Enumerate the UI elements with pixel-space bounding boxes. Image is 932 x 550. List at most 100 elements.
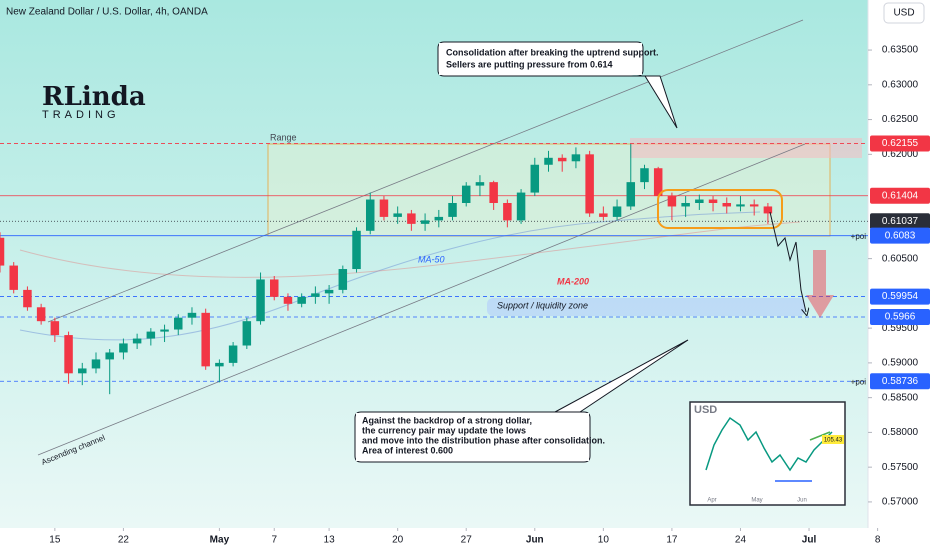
candle-body <box>174 317 183 330</box>
channel-upper <box>47 19 804 323</box>
candle-body <box>324 289 334 294</box>
levels: +poi +poi <box>0 143 868 386</box>
candle-body <box>557 157 567 162</box>
callout-top-fill <box>439 43 642 75</box>
candle-body <box>461 185 471 203</box>
callout-top-line: Sellers are putting pressure from 0.614 <box>446 59 613 69</box>
candle-body <box>420 220 430 224</box>
y-tick-label: 0.60500 <box>882 253 919 264</box>
x-tick-label: Jul <box>802 535 817 546</box>
candle-body <box>544 157 553 165</box>
time-axis <box>0 528 868 550</box>
candle-body <box>640 168 649 183</box>
price-label-bg <box>870 187 930 204</box>
x-tick-label: 20 <box>392 535 404 546</box>
candle-body <box>585 154 594 214</box>
candle-body <box>338 269 348 290</box>
candles <box>0 143 773 395</box>
x-tick-label: 27 <box>461 535 473 546</box>
candle-body <box>187 312 197 318</box>
price-axis <box>868 0 932 550</box>
candle-body <box>516 192 526 221</box>
chart-title: New Zealand Dollar / U.S. Dollar, 4h, OA… <box>6 7 208 18</box>
candle-body <box>407 213 416 224</box>
y-tick-label: 0.62500 <box>882 114 919 125</box>
y-tick-label: 0.63500 <box>882 45 919 56</box>
candle-body <box>489 182 498 203</box>
callout-bottom-line: the currency pair may update the lows <box>362 425 526 435</box>
candle-body <box>0 237 5 266</box>
range-label: Range <box>270 132 297 142</box>
candle-body <box>201 312 210 367</box>
candle-body <box>365 199 375 231</box>
price-label-bg <box>870 309 930 326</box>
candle-body <box>653 168 663 197</box>
price-label-bg <box>870 213 930 230</box>
candle-body <box>269 279 279 297</box>
price-label: 0.5966 <box>885 312 916 323</box>
candle-body <box>736 204 745 207</box>
x-tick-label: 13 <box>324 535 336 546</box>
inset-month: May <box>751 498 762 504</box>
candle-body <box>91 359 101 369</box>
logo-sub: TRADING <box>42 109 120 121</box>
candle-body <box>9 265 18 290</box>
currency-button-label[interactable]: USD <box>893 8 914 19</box>
resistance-zone <box>630 138 862 158</box>
x-tick-label: 8 <box>875 535 881 546</box>
price-label-bg <box>870 227 930 244</box>
candle-body <box>448 202 457 217</box>
price-label: 0.62155 <box>882 138 919 149</box>
inset-arrow <box>809 431 831 441</box>
candle-body <box>626 182 636 207</box>
callout-bottom-line: Against the backdrop of a strong dollar, <box>362 415 532 425</box>
ma50-line <box>19 211 761 341</box>
callout-bottom-line: Area of interest 0.600 <box>362 445 453 455</box>
level-tag: +poi <box>851 232 867 241</box>
candle-body <box>160 329 169 332</box>
candle-body <box>379 199 389 217</box>
candle-body <box>311 293 320 297</box>
candle-body <box>475 182 485 186</box>
down-arrow <box>806 250 834 318</box>
y-tick-label: 0.62000 <box>882 149 919 160</box>
callout-bottom-line: and move into the distribution phase aft… <box>362 435 605 445</box>
x-tick-label: 17 <box>666 535 678 546</box>
candle-body <box>503 202 512 221</box>
callout-top-line: Consolidation after breaking the uptrend… <box>446 47 659 57</box>
price-label: 0.6083 <box>885 230 916 241</box>
candle-body <box>612 206 622 217</box>
candle-body <box>667 196 677 207</box>
candle-body <box>352 230 361 270</box>
inset-price-bg <box>822 435 844 444</box>
candle-body <box>119 343 128 353</box>
candle-body <box>599 213 608 217</box>
y-tick-label: 0.58500 <box>882 392 919 403</box>
candle-body <box>215 362 224 367</box>
y-tick-label: 0.57000 <box>882 497 919 508</box>
candle-body <box>695 199 704 203</box>
inset-price: 105.43 <box>824 438 843 444</box>
candle-body <box>64 335 73 374</box>
x-tick-label: May <box>210 535 230 546</box>
consolidation-box <box>657 189 783 229</box>
currency-button[interactable] <box>883 2 925 24</box>
support-zone <box>487 298 805 316</box>
callout-bottom-fill <box>356 413 589 461</box>
candle-body <box>571 154 581 162</box>
x-tick-label: 15 <box>49 535 61 546</box>
price-label: 0.58736 <box>882 376 919 387</box>
candle-body <box>297 296 306 304</box>
y-tick-label: 0.63000 <box>882 79 919 90</box>
y-tick-label: 0.59000 <box>882 358 919 369</box>
x-tick-label: Jun <box>526 535 544 546</box>
candle-body <box>36 307 46 322</box>
inset-title: USD <box>694 404 717 416</box>
candle-body <box>132 338 142 344</box>
candle-body <box>763 206 773 214</box>
candle-body <box>722 202 732 207</box>
inset-line <box>705 416 833 472</box>
price-label-bg <box>870 373 930 390</box>
x-tick-label: 10 <box>598 535 610 546</box>
candle-body <box>393 213 402 217</box>
